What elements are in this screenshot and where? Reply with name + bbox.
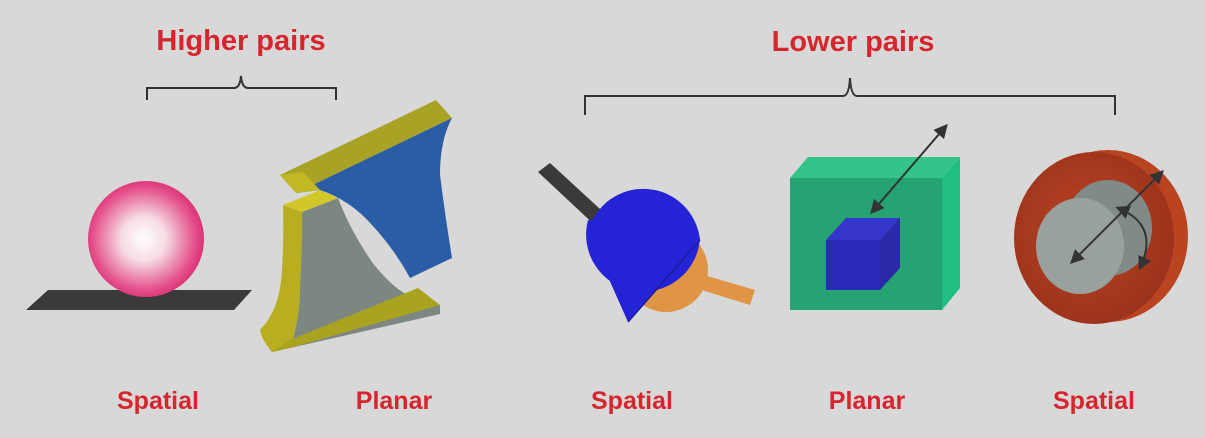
gear-teeth-pair bbox=[260, 100, 452, 352]
prismatic-joint bbox=[790, 123, 960, 310]
rotation-arrow bbox=[1115, 205, 1152, 271]
dark-link bbox=[538, 163, 612, 230]
lower-gear-top bbox=[283, 190, 338, 212]
outer-box-top bbox=[790, 157, 960, 178]
lower-pairs-bracket bbox=[584, 77, 1116, 115]
sphere-on-plane bbox=[26, 181, 252, 310]
inner-cube-front bbox=[826, 240, 880, 290]
inner-rod-face bbox=[1036, 198, 1124, 294]
lower-pairs-title: Lower pairs bbox=[771, 26, 935, 58]
blue-socket-cut bbox=[588, 188, 700, 322]
lower-spatial-label: Spatial bbox=[591, 387, 673, 415]
upper-gear-side bbox=[296, 118, 452, 278]
higher-pairs-bracket bbox=[146, 75, 337, 100]
upper-gear-edge bbox=[280, 172, 320, 193]
cylindrical-joint bbox=[1014, 150, 1188, 324]
upper-gear-top-face bbox=[280, 100, 452, 193]
outer-box-side bbox=[942, 157, 960, 310]
sphere bbox=[88, 181, 204, 297]
higher-planar-label: Planar bbox=[355, 387, 433, 415]
higher-pairs-title: Higher pairs bbox=[156, 25, 326, 57]
inner-cube-side bbox=[880, 218, 900, 290]
higher-spatial-label: Spatial bbox=[117, 387, 199, 415]
spherical-joint bbox=[538, 163, 755, 323]
lower-planar-label: Planar bbox=[828, 387, 906, 415]
inner-cube-top bbox=[826, 218, 900, 240]
flat-plane bbox=[26, 290, 252, 310]
slide-arrow bbox=[870, 123, 948, 215]
lower-gear-base bbox=[272, 288, 440, 352]
lower-spatial-2-label: Spatial bbox=[1053, 387, 1135, 415]
lower-gear-rim bbox=[260, 205, 302, 352]
